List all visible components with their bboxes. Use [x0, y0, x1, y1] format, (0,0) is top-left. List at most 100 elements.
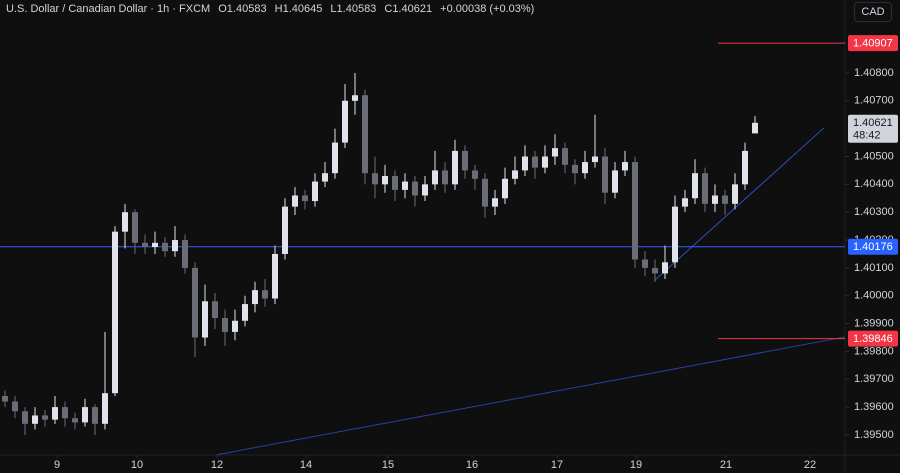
candle-body: [42, 415, 48, 420]
y-tick-label: 1.40700: [854, 95, 894, 107]
candle-body: [122, 212, 128, 232]
candle-body: [642, 259, 648, 268]
candle-body: [52, 407, 58, 420]
candle-body: [722, 195, 728, 204]
x-tick-label: 10: [131, 459, 143, 471]
candle-body: [602, 156, 608, 193]
candle-body: [452, 150, 458, 185]
candle-body: [522, 156, 528, 171]
candle-body: [532, 156, 538, 168]
candle-body: [292, 195, 298, 207]
x-tick-label: 12: [211, 459, 223, 471]
trendline: [216, 336, 846, 456]
candle-body: [732, 184, 738, 204]
candle-body: [692, 173, 698, 199]
candle-body: [282, 206, 288, 254]
y-tick-label: 1.39500: [854, 429, 894, 441]
candle-body: [712, 195, 718, 204]
x-tick-label: 21: [720, 459, 732, 471]
currency-button[interactable]: CAD: [854, 2, 892, 22]
countdown-label: 48:42: [853, 130, 881, 142]
candle-body: [472, 170, 478, 179]
last-price-tag: [848, 114, 898, 143]
candle-body: [142, 242, 148, 247]
candle-body: [412, 181, 418, 196]
candle-body: [432, 170, 438, 185]
candle-body: [302, 195, 308, 202]
level-tag-label: 1.40907: [853, 38, 893, 50]
level-tag: [848, 330, 898, 347]
level-tag-label: 1.39846: [853, 333, 893, 345]
candle-body: [152, 242, 158, 247]
candle-body: [402, 181, 408, 190]
level-tag: [848, 35, 898, 52]
candle-body: [612, 170, 618, 193]
candle-body: [2, 395, 8, 402]
candle-body: [92, 407, 98, 424]
candle-body: [542, 156, 548, 168]
candle-body: [72, 418, 78, 423]
x-tick-label: 9: [54, 459, 60, 471]
y-tick-label: 1.40000: [854, 290, 894, 302]
candle-body: [422, 184, 428, 196]
candle-body: [102, 393, 108, 424]
candle-body: [332, 142, 338, 174]
candle-body: [172, 240, 178, 252]
candle-body: [702, 173, 708, 204]
candle-body: [492, 198, 498, 207]
ohlc-low: L1.40583: [330, 3, 377, 15]
candle-body: [752, 122, 758, 134]
candle-body: [82, 407, 88, 423]
y-tick-label: 1.39900: [854, 317, 894, 329]
candle-body: [442, 170, 448, 185]
candle-body: [12, 401, 18, 412]
candle-body: [462, 150, 468, 171]
symbol-title: U.S. Dollar / Canadian Dollar · 1h · FXC…: [6, 3, 211, 15]
candle-body: [652, 267, 658, 274]
candle-body: [392, 175, 398, 190]
ohlc-close: C1.40621: [384, 3, 433, 15]
x-tick-label: 14: [300, 459, 312, 471]
candle-body: [192, 267, 198, 338]
candle-body: [622, 162, 628, 171]
candle-body: [212, 301, 218, 318]
x-tick-label: 19: [630, 459, 642, 471]
candle-body: [682, 198, 688, 207]
y-tick-label: 1.40300: [854, 206, 894, 218]
candle-body: [242, 304, 248, 321]
level-tag-label: 1.40176: [853, 241, 893, 253]
trendline: [653, 127, 825, 282]
candle-body: [132, 212, 138, 243]
candle-body: [232, 320, 238, 332]
candle-body: [592, 156, 598, 163]
candle-body: [202, 301, 208, 338]
candle-body: [502, 178, 508, 199]
ohlc-open: O1.40583: [218, 3, 267, 15]
candle-body: [562, 148, 568, 165]
change: +0.00038 (+0.03%): [440, 3, 535, 15]
candle-body: [162, 242, 168, 252]
candle-body: [272, 253, 278, 299]
candle-body: [182, 240, 188, 268]
candle-body: [312, 181, 318, 202]
last-price-label: 1.40621: [853, 117, 893, 129]
x-tick-label: 15: [382, 459, 394, 471]
candle-body: [552, 148, 558, 157]
x-tick-label: 22: [804, 459, 816, 471]
candle-body: [482, 178, 488, 207]
candle-body: [512, 170, 518, 179]
candle-body: [222, 317, 228, 332]
level-tag: [848, 238, 898, 255]
candle-body: [362, 95, 368, 174]
candle-body: [742, 150, 748, 185]
y-tick-label: 1.40800: [854, 67, 894, 79]
candle-body: [382, 175, 388, 185]
candle-body: [252, 290, 258, 305]
ohlc-high: H1.40645: [274, 3, 323, 15]
candle-body: [112, 231, 118, 394]
candle-body: [342, 100, 348, 143]
candle-body: [572, 164, 578, 174]
y-tick-label: 1.39700: [854, 373, 894, 385]
